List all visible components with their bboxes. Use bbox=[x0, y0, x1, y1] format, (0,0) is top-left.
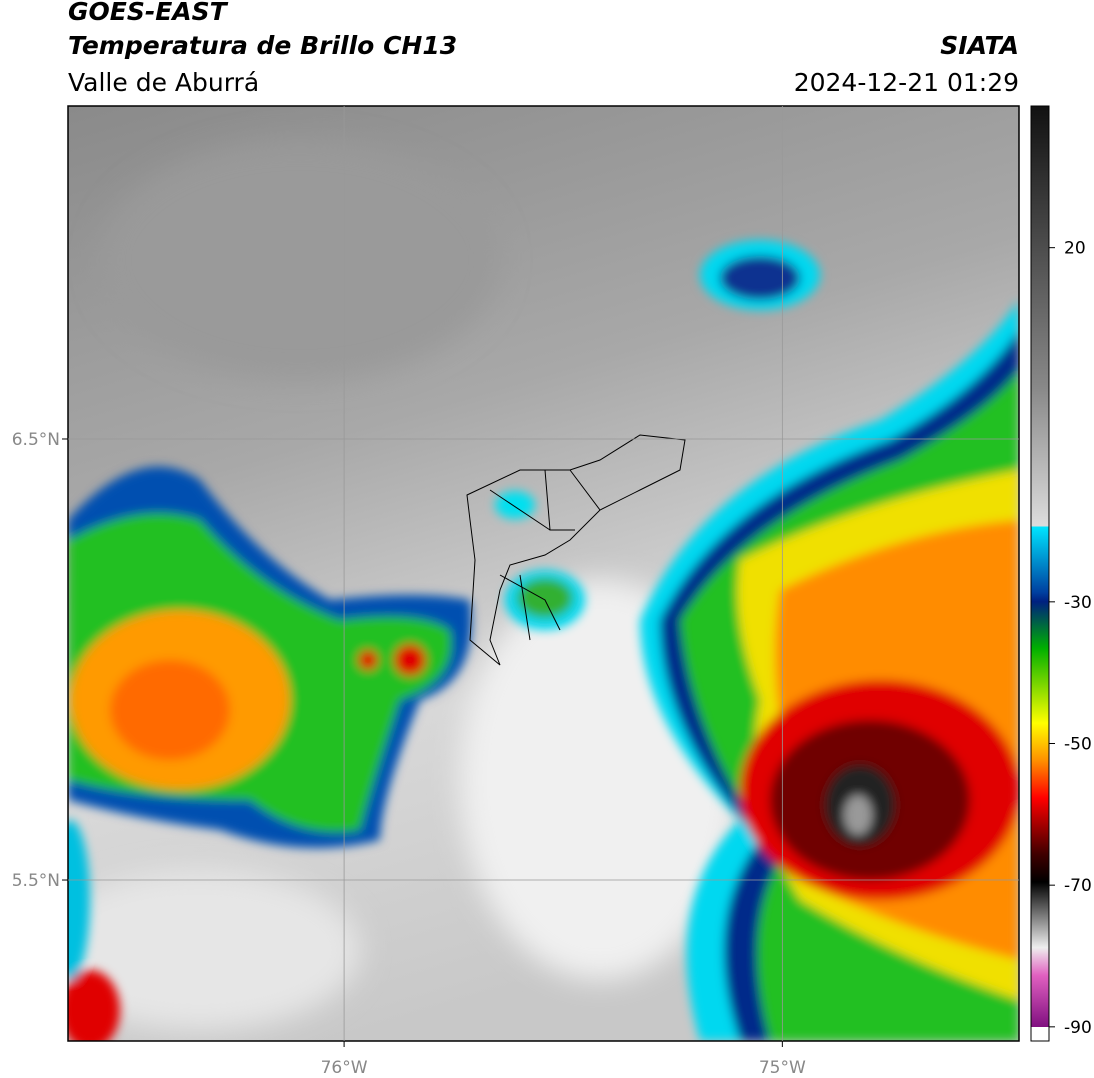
datetime: 2024-12-21 01:29 bbox=[794, 68, 1019, 97]
source: SIATA bbox=[940, 31, 1019, 60]
lat-tick-label: 5.5°N bbox=[12, 871, 60, 891]
colorbar-tick-label: -70 bbox=[1064, 876, 1092, 896]
colorbar-tick-label: 20 bbox=[1064, 239, 1086, 259]
plot-frame bbox=[67, 105, 1020, 1042]
title: GOES-EAST bbox=[68, 0, 229, 26]
colorbar bbox=[1030, 105, 1050, 1042]
lon-tick-label: 75°W bbox=[759, 1058, 806, 1078]
colorbar-tick-label: -90 bbox=[1064, 1018, 1092, 1038]
lat-tick-label: 6.5°N bbox=[12, 430, 60, 450]
lon-tick-label: 76°W bbox=[321, 1058, 368, 1078]
colorbar-tick-label: -30 bbox=[1064, 593, 1092, 613]
colorbar-tick-label: -50 bbox=[1064, 735, 1092, 755]
satellite-image bbox=[68, 106, 1019, 1041]
region: Valle de Aburrá bbox=[68, 68, 259, 97]
subtitle: Temperatura de Brillo CH13 bbox=[68, 31, 457, 60]
